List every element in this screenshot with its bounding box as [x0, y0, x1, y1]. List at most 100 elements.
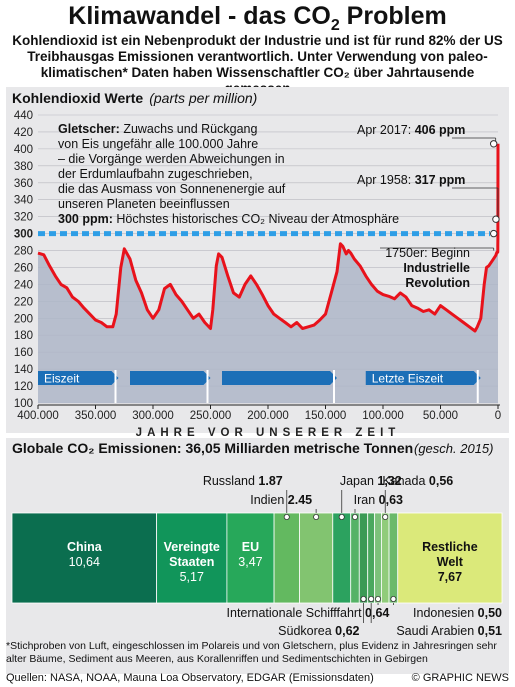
emission-segment — [226, 512, 275, 604]
y-tick-label: 200 — [14, 313, 33, 325]
y-tick-label: 240 — [14, 279, 33, 291]
segment-label: Welt — [437, 555, 464, 569]
y-tick-label: 160 — [14, 347, 33, 359]
segment-label: EU — [242, 540, 259, 554]
y-tick-label: 420 — [14, 127, 33, 139]
co2-section-unit: (parts per million) — [149, 90, 258, 106]
callout-dot — [313, 514, 320, 521]
copyright: © GRAPHIC NEWS — [411, 672, 509, 684]
callout-label: Saudi Arabien 0,51 — [396, 624, 502, 638]
emission-segment — [397, 512, 503, 604]
emission-segment — [388, 512, 399, 604]
glacier-annotation-line: – die Vorgänge werden Abweichungen in — [58, 152, 285, 166]
emission-segment — [358, 512, 369, 604]
emission-segment — [367, 512, 376, 604]
x-tick-label: 200.000 — [247, 410, 289, 422]
callout-dot — [382, 514, 389, 521]
callout-label: Japan 1,32 — [340, 474, 402, 488]
y-tick-label: 360 — [14, 178, 33, 190]
emissions-note: (gesch. 2015) — [414, 441, 494, 456]
emissions-title: Globale CO₂ Emissionen: 36,05 Milliarden… — [12, 440, 414, 456]
ice-age-label: Letzte Eiszeit — [372, 372, 444, 386]
ice-age-arrow — [365, 371, 481, 385]
emission-segment — [332, 512, 352, 604]
sources: Quellen: NASA, NOAA, Mauna Loa Observato… — [6, 672, 374, 684]
callout-label: Kanada 0,56 — [382, 474, 453, 488]
segment-value: 3,47 — [238, 555, 262, 569]
co2-line — [37, 143, 500, 333]
x-tick-label: 0 — [495, 410, 501, 422]
emission-segment — [156, 512, 228, 604]
y-tick-label: 260 — [14, 262, 33, 274]
segment-label: China — [67, 540, 103, 554]
callout-label: Iran 0,63 — [354, 493, 403, 507]
y-tick-label: 440 — [14, 110, 33, 122]
max300-annotation: 300 ppm: Höchstes historisches CO₂ Nivea… — [58, 212, 399, 226]
y-tick-label: 220 — [14, 296, 33, 308]
callout-label: Internationale Schifffahrt 0,64 — [227, 606, 390, 620]
ref300-dot — [490, 229, 498, 238]
callout-dot — [375, 595, 382, 602]
co2-area — [38, 143, 498, 404]
emission-segment — [11, 512, 158, 604]
callout-label: Südkorea 0,62 — [278, 624, 359, 638]
industrial-label: Revolution — [405, 276, 470, 290]
emission-segment — [273, 512, 300, 604]
ice-age-arrow — [38, 371, 119, 385]
y-tick-label: 100 — [14, 398, 33, 410]
glacier-annotation: Gletscher: Zuwachs und Rückgang — [58, 122, 257, 136]
co2-line-chart: 100 120 140 160 180 200 220 240 260 280 300 320 340 3… — [14, 110, 501, 439]
segment-label: Staaten — [169, 555, 214, 569]
callout-dot — [283, 514, 290, 521]
segment-value: 10,64 — [69, 555, 100, 569]
callout-label: Indien 2.45 — [250, 493, 312, 507]
x-tick-label: 50.000 — [423, 410, 458, 422]
x-tick-label: 150.000 — [305, 410, 347, 422]
page-title: Klimawandel - das CO2 Problem — [68, 2, 447, 34]
apr1958-dot — [492, 215, 500, 223]
x-tick-label: 300.000 — [132, 410, 174, 422]
glacier-annotation-line: die das Ausmass von Sonnenenergie auf — [58, 182, 286, 196]
y-tick-label: 340 — [14, 195, 33, 207]
callout-dot — [360, 595, 367, 602]
ice-age-label: Eiszeit — [44, 372, 80, 386]
callout-label: Indonesien 0,50 — [413, 606, 502, 620]
callout-dot — [351, 514, 358, 521]
y-tick-label: 140 — [14, 364, 33, 376]
y-tick-label: 320 — [14, 212, 33, 224]
industrial-label: Industrielle — [403, 261, 470, 275]
ice-age-arrow — [130, 371, 211, 385]
segment-value: 7,67 — [438, 570, 462, 584]
y-tick-label: 120 — [14, 381, 33, 393]
x-tick-label: 250.000 — [190, 410, 232, 422]
glacier-annotation-line: von Eis ungefähr alle 100.000 Jahre — [58, 137, 258, 151]
y-tick-label: 180 — [14, 330, 33, 342]
footnote: *Stichproben von Luft, eingeschlossen im… — [6, 640, 497, 665]
y-tick-label: 300 — [14, 229, 33, 241]
apr2017-label: Apr 2017: 406 ppm — [357, 123, 465, 137]
callout-dot — [390, 595, 397, 602]
y-tick-label: 400 — [14, 144, 33, 156]
segment-label: Vereingte — [164, 540, 220, 554]
emission-segment — [350, 512, 360, 604]
emission-segment — [381, 512, 390, 604]
apr1958-label: Apr 1958: 317 ppm — [357, 173, 465, 187]
callout-label: Russland 1.87 — [203, 474, 283, 488]
emission-segment — [299, 512, 334, 604]
y-tick-label: 380 — [14, 161, 33, 173]
x-tick-label: 350.000 — [75, 410, 117, 422]
segment-value: 5,17 — [180, 570, 204, 584]
segment-label: Restliche — [422, 540, 478, 554]
ice-age-arrow — [222, 371, 337, 385]
callout-dot — [368, 595, 375, 602]
glacier-annotation-line: der Erdumlaufbahn zugeschrieben, — [58, 167, 253, 181]
x-axis-title: JAHRE VOR UNSERER ZEIT — [136, 427, 401, 439]
callout-dot — [338, 514, 345, 521]
x-tick-label: 100.000 — [362, 410, 404, 422]
glacier-annotation-line: unseren Planeten beeinflussen — [58, 197, 230, 211]
x-tick-label: 400.000 — [17, 410, 59, 422]
industrial-label: 1750er: Beginn — [385, 246, 470, 260]
apr2017-dot — [489, 140, 498, 148]
co2-section-title: Kohlendioxid Werte (parts per million) — [12, 90, 258, 106]
